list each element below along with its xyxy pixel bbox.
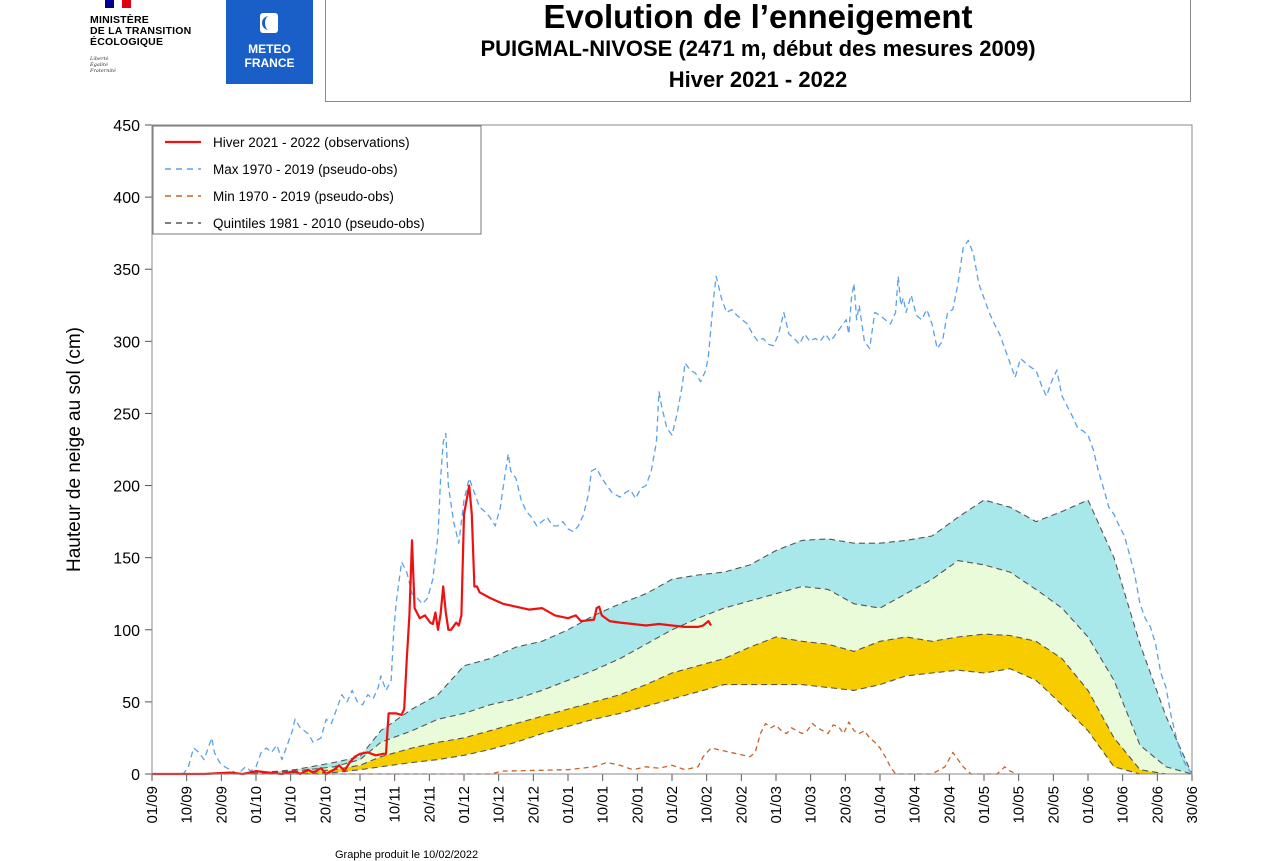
meteo-france-logo: METEO FRANCE (226, 0, 313, 84)
chart-title: Evolution de l’enneigement (543, 0, 973, 35)
legend-label: Max 1970 - 2019 (pseudo-obs) (213, 162, 398, 177)
title-box: Evolution de l’enneigement PUIGMAL-NIVOS… (325, 0, 1191, 102)
quintile-line-q60 (152, 560, 1193, 775)
ministry-logo: MINISTÈRE DE LA TRANSITION ÉCOLOGIQUE Li… (85, 0, 225, 90)
x-tick-label: 20/05 (1045, 786, 1062, 824)
y-tick-label: 150 (113, 551, 140, 568)
motto-line: Fraternité (90, 68, 116, 74)
x-tick-label: 01/02 (664, 786, 681, 824)
series-line-1 (152, 239, 1193, 775)
x-tick-label: 20/04 (941, 786, 958, 824)
x-tick-label: 10/06 (1115, 786, 1132, 824)
legend: Hiver 2021 - 2022 (observations) Max 1970… (152, 125, 482, 235)
x-tick-label: 01/12 (456, 786, 473, 824)
legend-box (152, 125, 482, 235)
y-tick-label: 450 (113, 118, 140, 135)
meteo-france-text: METEO (248, 42, 291, 56)
y-tick-label: 250 (113, 406, 140, 423)
chart-subtitle: PUIGMAL-NIVOSE (2471 m, début des mesure… (480, 36, 1036, 61)
x-tick-label: 20/09 (213, 786, 230, 824)
x-tick-label: 30/06 (1184, 786, 1201, 824)
y-axis-label: Hauteur de neige au sol (cm) (64, 327, 85, 572)
series-line-0 (152, 484, 712, 776)
x-tick-label: 10/05 (1011, 786, 1028, 824)
motto-line: Égalité (90, 62, 108, 68)
legend-label: Hiver 2021 - 2022 (observations) (213, 135, 410, 150)
axis-ticks (145, 124, 1193, 781)
x-tick-label: 01/03 (768, 786, 785, 824)
x-tick-label: 01/11 (352, 786, 369, 822)
x-tick-label: 01/10 (248, 786, 265, 824)
series-line-2 (152, 721, 1019, 775)
footer-note: Graphe produit le 10/02/2022 (335, 849, 479, 861)
x-tick-label: 20/02 (733, 786, 750, 824)
x-tick-label: 10/01 (595, 786, 612, 824)
republic-motto: Liberté Égalité Fraternité (90, 56, 116, 74)
x-tick-label: 20/12 (525, 786, 542, 824)
flag-icon (105, 0, 132, 8)
ministry-name-line: ÉCOLOGIQUE (90, 36, 164, 48)
quintile-bands (152, 499, 1193, 775)
ministry-name-line: DE LA TRANSITION (90, 25, 192, 37)
y-tick-label: 100 (113, 623, 140, 640)
x-tick-label: 10/02 (699, 786, 716, 824)
quintile-line-q80 (152, 499, 1193, 775)
y-tick-label: 400 (113, 190, 140, 207)
x-tick-label: 20/10 (317, 786, 334, 824)
meteo-france-text: FRANCE (244, 56, 295, 70)
y-axis-tick-labels: 0 50 100 150 200 250 300 350 400 450 (113, 118, 140, 784)
quintile-line-q40 (152, 633, 1192, 775)
y-tick-label: 200 (113, 479, 140, 496)
y-tick-label: 0 (131, 767, 140, 784)
x-tick-label: 10/03 (803, 786, 820, 824)
x-tick-label: 10/11 (387, 786, 404, 822)
x-tick-label: 01/04 (872, 786, 889, 824)
y-tick-label: 300 (113, 334, 140, 351)
meteo-france-icon (260, 13, 278, 33)
x-tick-label: 10/09 (179, 786, 196, 824)
x-tick-label: 20/01 (629, 786, 646, 824)
band-q20-q60 (152, 560, 1192, 774)
x-tick-label: 10/12 (491, 786, 508, 824)
x-tick-label: 10/10 (283, 786, 300, 824)
x-tick-label: 01/05 (976, 786, 993, 824)
y-tick-label: 350 (113, 262, 140, 279)
season-label: Hiver 2021 - 2022 (668, 67, 848, 92)
x-tick-label: 20/06 (1149, 786, 1166, 824)
x-tick-label: 01/06 (1080, 786, 1097, 824)
x-tick-label: 20/11 (421, 786, 438, 822)
x-axis-tick-labels: 01/09 10/09 20/09 01/10 10/10 20/10 01/11 10/11… (144, 786, 1201, 824)
quintile-line-q20 (152, 668, 1192, 775)
ministry-name-line: MINISTÈRE (90, 14, 149, 26)
x-tick-label: 01/01 (560, 786, 577, 824)
motto-line: Liberté (90, 56, 109, 62)
plot-frame (151, 124, 1193, 775)
y-tick-label: 50 (122, 695, 140, 712)
legend-label: Quintiles 1981 - 2010 (pseudo-obs) (213, 216, 425, 231)
x-tick-label: 10/04 (907, 786, 924, 824)
x-tick-label: 01/09 (144, 786, 161, 824)
legend-label: Min 1970 - 2019 (pseudo-obs) (213, 189, 394, 204)
band-q20-q40 (152, 634, 1192, 774)
x-tick-label: 20/03 (837, 786, 854, 824)
